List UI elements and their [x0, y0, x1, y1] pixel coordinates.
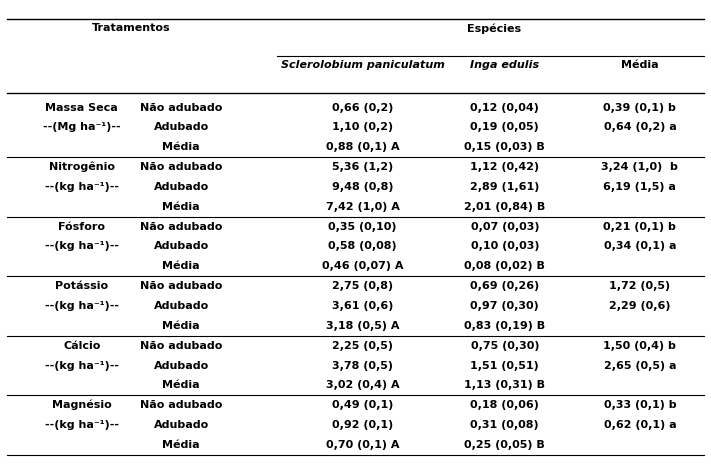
- Text: --(kg ha⁻¹)--: --(kg ha⁻¹)--: [45, 360, 119, 371]
- Text: 1,51 (0,51): 1,51 (0,51): [471, 360, 539, 371]
- Text: 1,72 (0,5): 1,72 (0,5): [609, 281, 670, 291]
- Text: 6,19 (1,5) a: 6,19 (1,5) a: [604, 182, 676, 192]
- Text: Cálcio: Cálcio: [63, 341, 100, 351]
- Text: 0,33 (0,1) b: 0,33 (0,1) b: [604, 400, 676, 410]
- Text: 0,92 (0,1): 0,92 (0,1): [332, 420, 393, 430]
- Text: Adubado: Adubado: [154, 241, 209, 252]
- Text: 2,75 (0,8): 2,75 (0,8): [332, 281, 393, 291]
- Text: Adubado: Adubado: [154, 182, 209, 192]
- Text: 2,01 (0,84) B: 2,01 (0,84) B: [464, 202, 545, 212]
- Text: 0,62 (0,1) a: 0,62 (0,1) a: [604, 420, 676, 430]
- Text: --(kg ha⁻¹)--: --(kg ha⁻¹)--: [45, 241, 119, 252]
- Text: 0,12 (0,04): 0,12 (0,04): [471, 103, 539, 113]
- Text: 0,70 (0,1) A: 0,70 (0,1) A: [326, 440, 400, 450]
- Text: 1,13 (0,31) B: 1,13 (0,31) B: [464, 380, 545, 391]
- Text: Inga edulis: Inga edulis: [470, 60, 540, 71]
- Text: Adubado: Adubado: [154, 301, 209, 311]
- Text: --(Mg ha⁻¹)--: --(Mg ha⁻¹)--: [43, 122, 121, 133]
- Text: Não adubado: Não adubado: [140, 341, 223, 351]
- Text: 3,61 (0,6): 3,61 (0,6): [332, 301, 393, 311]
- Text: Média: Média: [163, 380, 200, 391]
- Text: 0,58 (0,08): 0,58 (0,08): [328, 241, 397, 252]
- Text: 0,07 (0,03): 0,07 (0,03): [471, 222, 539, 232]
- Text: Média: Média: [163, 202, 200, 212]
- Text: --(kg ha⁻¹)--: --(kg ha⁻¹)--: [45, 420, 119, 430]
- Text: Média: Média: [163, 261, 200, 272]
- Text: 0,88 (0,1) A: 0,88 (0,1) A: [326, 142, 400, 153]
- Text: Magnésio: Magnésio: [52, 400, 112, 411]
- Text: 0,69 (0,26): 0,69 (0,26): [470, 281, 540, 291]
- Text: 3,24 (1,0)  b: 3,24 (1,0) b: [602, 162, 678, 172]
- Text: 0,35 (0,10): 0,35 (0,10): [328, 222, 397, 232]
- Text: --(kg ha⁻¹)--: --(kg ha⁻¹)--: [45, 182, 119, 192]
- Text: Não adubado: Não adubado: [140, 281, 223, 291]
- Text: Adubado: Adubado: [154, 360, 209, 371]
- Text: 0,08 (0,02) B: 0,08 (0,02) B: [464, 261, 545, 272]
- Text: 3,02 (0,4) A: 3,02 (0,4) A: [326, 380, 400, 391]
- Text: Tratamentos: Tratamentos: [92, 23, 171, 33]
- Text: 2,25 (0,5): 2,25 (0,5): [332, 341, 393, 351]
- Text: 0,19 (0,05): 0,19 (0,05): [471, 122, 539, 133]
- Text: --(kg ha⁻¹)--: --(kg ha⁻¹)--: [45, 301, 119, 311]
- Text: 0,15 (0,03) B: 0,15 (0,03) B: [464, 142, 545, 153]
- Text: Não adubado: Não adubado: [140, 222, 223, 232]
- Text: 0,21 (0,1) b: 0,21 (0,1) b: [604, 222, 676, 232]
- Text: 2,89 (1,61): 2,89 (1,61): [470, 182, 540, 192]
- Text: 1,10 (0,2): 1,10 (0,2): [332, 122, 393, 133]
- Text: 0,64 (0,2) a: 0,64 (0,2) a: [604, 122, 676, 133]
- Text: 0,10 (0,03): 0,10 (0,03): [471, 241, 539, 252]
- Text: 0,39 (0,1) b: 0,39 (0,1) b: [604, 103, 676, 113]
- Text: 3,78 (0,5): 3,78 (0,5): [332, 360, 393, 371]
- Text: 0,83 (0,19) B: 0,83 (0,19) B: [464, 321, 545, 331]
- Text: Adubado: Adubado: [154, 122, 209, 133]
- Text: Massa Seca: Massa Seca: [46, 103, 118, 113]
- Text: 9,48 (0,8): 9,48 (0,8): [332, 182, 393, 192]
- Text: 0,18 (0,06): 0,18 (0,06): [471, 400, 539, 410]
- Text: Potássio: Potássio: [55, 281, 108, 291]
- Text: 0,31 (0,08): 0,31 (0,08): [471, 420, 539, 430]
- Text: 0,34 (0,1) a: 0,34 (0,1) a: [604, 241, 676, 252]
- Text: Não adubado: Não adubado: [140, 103, 223, 113]
- Text: Espécies: Espécies: [467, 23, 521, 34]
- Text: 0,49 (0,1): 0,49 (0,1): [332, 400, 393, 410]
- Text: Não adubado: Não adubado: [140, 400, 223, 410]
- Text: 0,25 (0,05) B: 0,25 (0,05) B: [464, 440, 545, 450]
- Text: 2,65 (0,5) a: 2,65 (0,5) a: [604, 360, 676, 371]
- Text: 0,97 (0,30): 0,97 (0,30): [471, 301, 539, 311]
- Text: Sclerolobium paniculatum: Sclerolobium paniculatum: [281, 60, 444, 71]
- Text: 1,12 (0,42): 1,12 (0,42): [470, 162, 540, 172]
- Text: 2,29 (0,6): 2,29 (0,6): [609, 301, 670, 311]
- Text: 3,18 (0,5) A: 3,18 (0,5) A: [326, 321, 400, 331]
- Text: 5,36 (1,2): 5,36 (1,2): [332, 162, 393, 172]
- Text: 0,46 (0,07) A: 0,46 (0,07) A: [322, 261, 403, 272]
- Text: Nitrogênio: Nitrogênio: [49, 162, 114, 173]
- Text: Fósforo: Fósforo: [58, 222, 105, 232]
- Text: 0,75 (0,30): 0,75 (0,30): [471, 341, 539, 351]
- Text: Média: Média: [163, 321, 200, 331]
- Text: 0,66 (0,2): 0,66 (0,2): [332, 103, 393, 113]
- Text: Adubado: Adubado: [154, 420, 209, 430]
- Text: 1,50 (0,4) b: 1,50 (0,4) b: [604, 341, 676, 351]
- Text: Média: Média: [163, 142, 200, 153]
- Text: 7,42 (1,0) A: 7,42 (1,0) A: [326, 202, 400, 212]
- Text: Média: Média: [621, 60, 658, 71]
- Text: Não adubado: Não adubado: [140, 162, 223, 172]
- Text: Média: Média: [163, 440, 200, 450]
